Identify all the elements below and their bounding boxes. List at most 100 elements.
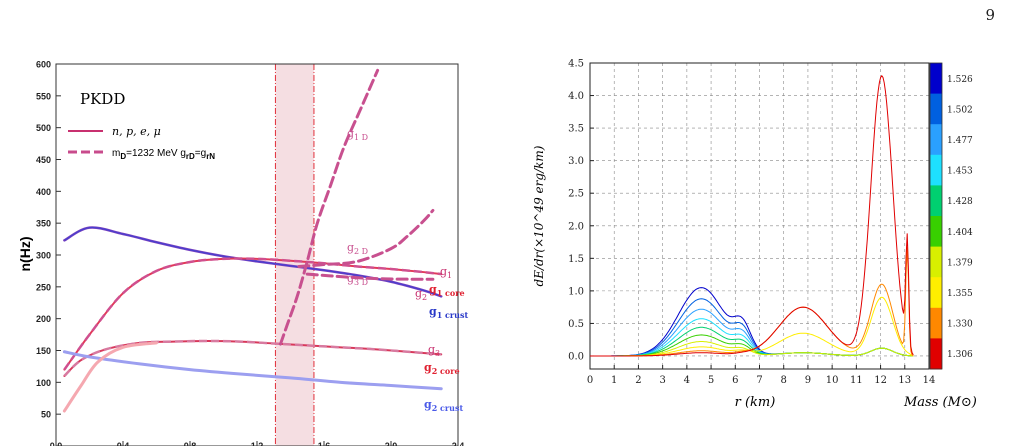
left-series-overlay (63, 257, 442, 371)
left-series-line (63, 226, 443, 298)
label-g1D: g1 D (347, 127, 368, 142)
label-g2core: g2 core (424, 361, 460, 376)
right-x-tick-label: 12 (874, 375, 887, 386)
right-x-tick-label: 10 (826, 375, 839, 386)
left-x-tick-label: 0.0 (50, 441, 63, 446)
label-g3: g3 (428, 343, 440, 358)
right-x-tick-label: 2 (635, 375, 641, 386)
left-series-line (62, 341, 158, 413)
left-y-tick-label: 100 (36, 378, 51, 388)
right-x-tick-label: 0 (587, 375, 593, 386)
colorbar-segment (930, 246, 942, 278)
right-y-tick-label: 3.0 (568, 156, 584, 167)
right-x-tick-label: 6 (732, 375, 738, 386)
right-x-tick-label: 3 (659, 375, 665, 386)
colorbar-tick-label: 1.453 (947, 167, 973, 177)
left-y-tick-label: 550 (36, 91, 51, 101)
left-y-tick-label: 50 (41, 410, 51, 420)
colorbar-tick-label: 1.404 (947, 228, 973, 238)
energy-curve (590, 74, 914, 357)
right-x-ticks: 0 1 2 3 4 5 6 7 8 9 10 11 12 13 14 (587, 365, 936, 386)
right-y-tick-label: 4.5 (568, 59, 584, 70)
page-number: 9 (985, 6, 995, 24)
left-series-line (278, 68, 380, 346)
left-series-line (305, 272, 435, 281)
label-g1: g1 (440, 265, 452, 280)
right-grid (589, 62, 930, 369)
right-y-tick-label: 0.0 (568, 351, 584, 362)
label-g1crust: g1 crust (429, 305, 468, 320)
left-y-tick-label: 200 (36, 314, 51, 324)
left-x-ticks: 0.0 0.4 0.8 1.2 1.6 2.0 2.4 (50, 441, 465, 446)
colorbar-segment (930, 93, 942, 125)
colorbar: 1.526 1.502 1.477 1.453 1.428 1.404 1.379 1.355… (929, 62, 973, 370)
colorbar-tick-label: 1.379 (947, 258, 973, 268)
left-x-tick-label: 1.6 (318, 441, 331, 446)
left-y-tick-label: 400 (36, 187, 51, 197)
right-y-tick-label: 1.0 (568, 286, 584, 297)
right-x-tick-label: 11 (850, 375, 863, 386)
right-x-tick-label: 9 (805, 375, 811, 386)
left-y-axis-label: n(Hz) (17, 237, 33, 272)
right-x-tick-label: 5 (708, 375, 714, 386)
left-y-tick-label: 600 (36, 60, 51, 70)
colorbar-tick-label: 1.477 (947, 136, 973, 146)
colorbar-segment (930, 154, 942, 186)
right-y-tick-label: 4.0 (568, 91, 584, 102)
right-x-tick-label: 4 (684, 375, 690, 386)
colorbar-segment (930, 124, 942, 156)
colorbar-tick-label: 1.526 (947, 75, 973, 85)
label-g2crust: g2 crust (424, 398, 463, 413)
right-x-tick-label: 8 (781, 375, 787, 386)
right-y-tick-label: 0.5 (568, 319, 584, 330)
colorbar-segment (930, 277, 942, 309)
left-y-tick-label: 350 (36, 219, 51, 229)
right-curves-group (590, 74, 914, 357)
right-x-tick-label: 14 (923, 375, 936, 386)
colorbar-frame (929, 62, 943, 370)
left-y-tick-label: 500 (36, 123, 51, 133)
right-y-tick-label: 1.5 (568, 254, 584, 265)
colorbar-tick-label: 1.306 (947, 350, 973, 360)
left-x-tick-label: 0.4 (117, 441, 130, 446)
colorbar-tick-label: 1.428 (947, 197, 973, 207)
left-series-overlay (64, 226, 442, 297)
label-g1core: g1 core (429, 283, 465, 298)
legend-solid-label: n, p, e, μ (112, 125, 161, 138)
left-series-line (297, 208, 435, 268)
left-y-tick-label: 150 (36, 346, 51, 356)
left-plot-frame (55, 63, 459, 446)
right-x-axis-label: r (km) (735, 395, 776, 410)
right-x-tick-label: 13 (898, 375, 911, 386)
right-y-tick-label: 2.5 (568, 189, 584, 200)
right-y-tick-label: 3.5 (568, 124, 584, 135)
colorbar-segment (930, 63, 942, 95)
left-series-overlay (63, 339, 442, 377)
label-g2D: g2 D (347, 241, 368, 256)
label-g2: g2 (415, 287, 427, 302)
label-g3D: g3 D (347, 272, 368, 287)
right-x-tick-label: 1 (611, 375, 617, 386)
colorbar-tick-label: 1.502 (947, 105, 973, 115)
right-y-tick-label: 2.0 (568, 221, 584, 232)
left-series-line (63, 257, 443, 371)
left-series-line (62, 350, 443, 391)
left-x-tick-label: 1.2 (251, 441, 264, 446)
right-y-ticks: 0.0 0.5 1.0 1.5 2.0 2.5 3.0 3.5 4.0 4.5 (568, 59, 594, 362)
left-x-tick-label: 2.0 (385, 441, 398, 446)
right-x-tick-label: 7 (756, 375, 762, 386)
left-y-tick-label: 450 (36, 155, 51, 165)
left-x-tick-label: 2.4 (452, 441, 465, 446)
left-y-tick-label: 250 (36, 282, 51, 292)
colorbar-segment (930, 307, 942, 339)
colorbar-tick-label: 1.330 (947, 320, 973, 330)
left-x-tick-label: 0.8 (184, 441, 197, 446)
right-y-axis-label: dE/dr(×10^49 erg/km) (532, 145, 546, 286)
colorbar-segment (930, 185, 942, 217)
colorbar-segment (930, 216, 942, 248)
colorbar-segment (930, 338, 942, 370)
legend-dashed-label: mD=1232 MeV grD=grN (112, 148, 215, 161)
